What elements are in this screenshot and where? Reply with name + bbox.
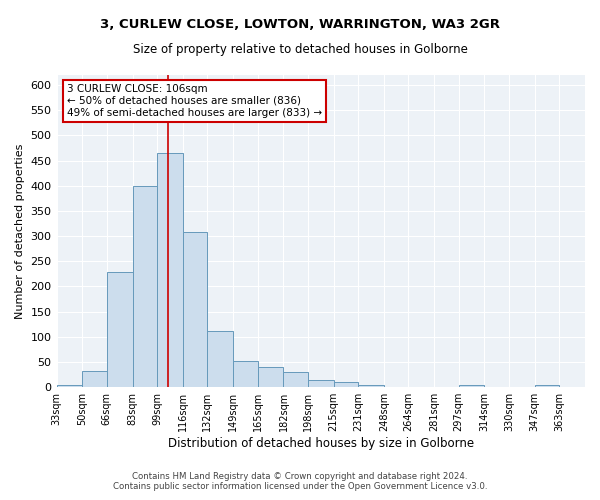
Bar: [157, 153, 183, 387]
Text: Size of property relative to detached houses in Golborne: Size of property relative to detached ho…: [133, 42, 467, 56]
Text: Contains public sector information licensed under the Open Government Licence v3: Contains public sector information licen…: [113, 482, 487, 491]
X-axis label: Distribution of detached houses by size in Golborne: Distribution of detached houses by size …: [168, 437, 474, 450]
Text: Contains HM Land Registry data © Crown copyright and database right 2024.: Contains HM Land Registry data © Crown c…: [132, 472, 468, 481]
Bar: [107, 272, 133, 387]
Bar: [458, 384, 484, 387]
Bar: [82, 371, 107, 387]
Bar: [183, 232, 208, 387]
Bar: [233, 360, 257, 387]
Bar: [208, 332, 233, 387]
Text: 3, CURLEW CLOSE, LOWTON, WARRINGTON, WA3 2GR: 3, CURLEW CLOSE, LOWTON, WARRINGTON, WA3…: [100, 18, 500, 30]
Text: 3 CURLEW CLOSE: 106sqm
← 50% of detached houses are smaller (836)
49% of semi-de: 3 CURLEW CLOSE: 106sqm ← 50% of detached…: [67, 84, 322, 117]
Bar: [283, 372, 308, 387]
Bar: [308, 380, 334, 387]
Y-axis label: Number of detached properties: Number of detached properties: [15, 144, 25, 319]
Bar: [535, 384, 559, 387]
Bar: [56, 384, 82, 387]
Bar: [358, 384, 384, 387]
Bar: [257, 367, 283, 387]
Bar: [133, 186, 157, 387]
Bar: [334, 382, 358, 387]
